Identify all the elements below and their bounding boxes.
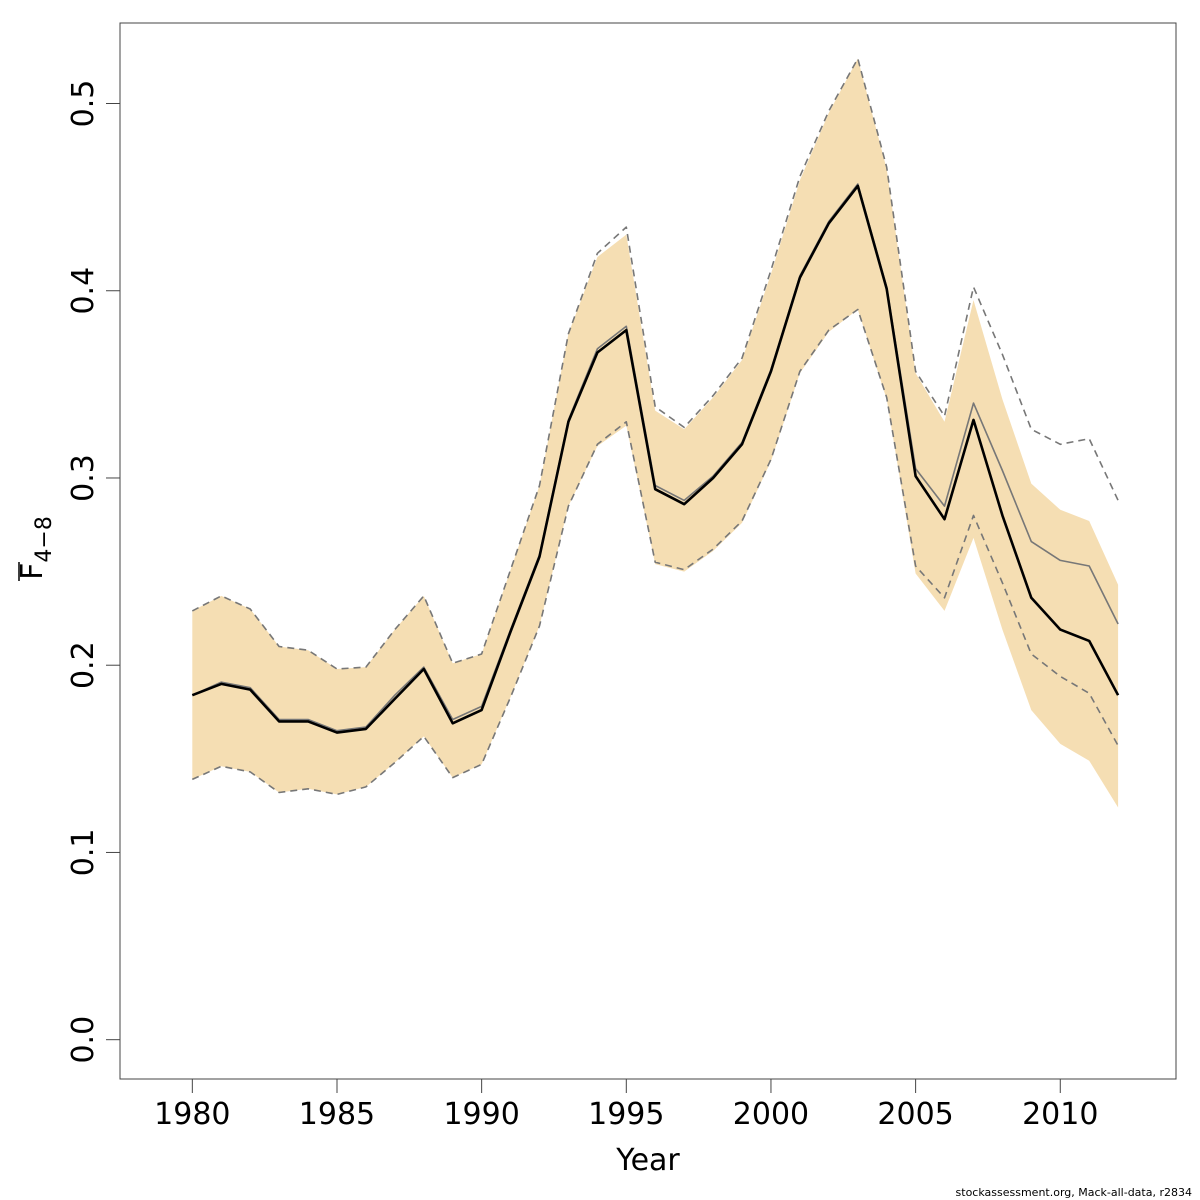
x-tick-label: 1995 xyxy=(588,1097,664,1132)
y-tick-label: 0.1 xyxy=(66,829,101,877)
y-axis-title-subscript: 4−8 xyxy=(32,516,57,562)
y-tick-label: 0.4 xyxy=(66,267,101,315)
series-line-estimate xyxy=(191,184,1120,734)
y-axis-title-main: F xyxy=(15,563,50,580)
confidence-band-layer xyxy=(192,58,1119,808)
series-line-retro-lower xyxy=(191,308,1119,796)
series-layer xyxy=(191,57,1120,796)
y-tick-label: 0.2 xyxy=(66,641,101,689)
y-axis-title: F4−8 xyxy=(15,516,57,581)
y-axis: 0.0 0.1 0.2 0.3 0.4 0.5 xyxy=(66,80,121,1064)
x-tick-label: 2000 xyxy=(733,1097,809,1132)
footer-note: stockassessment.org, Mack-all-data, r283… xyxy=(956,1186,1192,1199)
y-tick-label: 0.5 xyxy=(66,80,101,128)
confidence-band xyxy=(192,58,1119,808)
svg-text:F4−8: F4−8 xyxy=(15,516,57,580)
x-axis: 1980 1985 1990 1995 2000 2005 2010 xyxy=(154,1078,1098,1132)
series-line-retro-upper xyxy=(191,57,1119,670)
x-tick-label: 2005 xyxy=(877,1097,953,1132)
y-tick-label: 0.3 xyxy=(66,454,101,502)
x-tick-label: 2010 xyxy=(1022,1097,1098,1132)
x-axis-title: Year xyxy=(615,1143,680,1178)
y-tick-label: 0.0 xyxy=(66,1016,101,1064)
x-tick-label: 1980 xyxy=(154,1097,230,1132)
x-tick-label: 1985 xyxy=(299,1097,375,1132)
x-tick-label: 1990 xyxy=(443,1097,519,1132)
